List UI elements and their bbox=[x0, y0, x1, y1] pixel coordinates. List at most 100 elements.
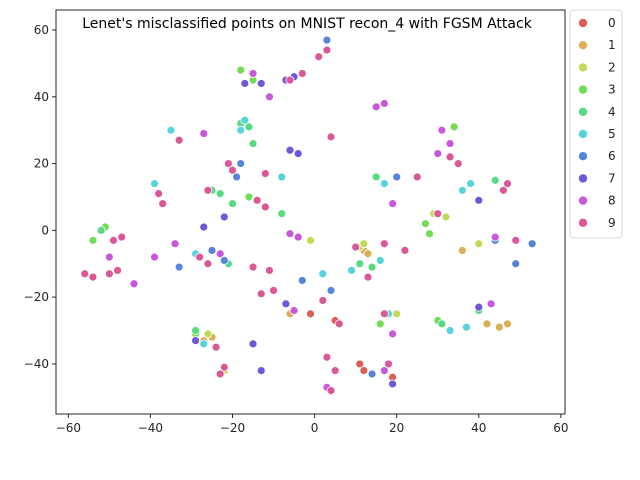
point-class-9 bbox=[363, 272, 373, 282]
point-class-5 bbox=[318, 269, 328, 279]
y-tick-label: 60 bbox=[34, 23, 49, 37]
point-class-9 bbox=[334, 319, 344, 329]
point-class-8 bbox=[486, 299, 496, 309]
point-class-8 bbox=[285, 229, 295, 239]
point-class-4 bbox=[248, 139, 258, 148]
legend-label: 4 bbox=[608, 105, 616, 119]
point-class-9 bbox=[326, 386, 336, 396]
point-class-9 bbox=[400, 245, 410, 255]
point-class-9 bbox=[330, 366, 340, 375]
legend: 0 1 2 3 4 5 6 7 8 9 bbox=[569, 9, 623, 239]
point-class-1 bbox=[457, 245, 467, 255]
point-class-8 bbox=[490, 232, 500, 242]
point-class-9 bbox=[384, 359, 393, 369]
point-class-8 bbox=[289, 306, 299, 315]
point-class-9 bbox=[503, 179, 512, 189]
point-class-9 bbox=[445, 152, 455, 162]
point-class-9 bbox=[113, 266, 122, 275]
point-class-7 bbox=[199, 222, 209, 232]
legend-marker bbox=[578, 196, 588, 205]
point-class-5 bbox=[150, 179, 159, 189]
point-class-7 bbox=[248, 339, 258, 349]
legend-label: 2 bbox=[608, 60, 616, 74]
point-class-9 bbox=[260, 202, 270, 212]
point-class-9 bbox=[174, 135, 184, 145]
point-class-8 bbox=[293, 232, 303, 242]
point-class-2 bbox=[203, 329, 213, 339]
point-class-8 bbox=[199, 129, 209, 138]
point-class-6 bbox=[527, 239, 537, 249]
point-class-1 bbox=[494, 322, 504, 332]
point-class-8 bbox=[170, 239, 180, 249]
point-class-9 bbox=[433, 209, 443, 219]
point-class-9 bbox=[248, 262, 258, 272]
point-class-8 bbox=[388, 329, 397, 339]
point-class-8 bbox=[379, 366, 389, 375]
point-class-9 bbox=[219, 362, 229, 372]
point-class-8 bbox=[371, 102, 381, 112]
legend-marker bbox=[578, 174, 588, 183]
point-class-5 bbox=[277, 172, 287, 182]
legend-label: 6 bbox=[608, 149, 616, 163]
point-class-0 bbox=[306, 309, 315, 319]
point-class-7 bbox=[474, 195, 484, 205]
point-class-9 bbox=[322, 45, 332, 55]
point-class-9 bbox=[379, 309, 389, 319]
legend-label: 5 bbox=[608, 127, 616, 141]
point-class-5 bbox=[457, 185, 467, 195]
point-class-1 bbox=[482, 319, 492, 329]
point-class-2 bbox=[474, 239, 484, 249]
point-class-9 bbox=[104, 269, 114, 279]
point-class-6 bbox=[322, 35, 332, 45]
point-class-9 bbox=[260, 169, 270, 179]
point-class-8 bbox=[248, 69, 258, 78]
point-class-9 bbox=[228, 165, 237, 175]
point-class-4 bbox=[367, 262, 377, 272]
legend-marker bbox=[578, 85, 588, 94]
point-class-3 bbox=[421, 219, 430, 229]
point-class-2 bbox=[392, 309, 402, 319]
point-class-4 bbox=[228, 199, 237, 209]
point-class-9 bbox=[215, 369, 225, 379]
y-tick-label: 20 bbox=[34, 157, 49, 171]
point-class-9 bbox=[203, 185, 213, 195]
point-class-7 bbox=[191, 336, 200, 345]
point-class-3 bbox=[88, 235, 98, 245]
point-class-4 bbox=[490, 175, 500, 185]
point-class-4 bbox=[191, 326, 200, 335]
point-class-9 bbox=[499, 185, 508, 195]
legend-marker bbox=[578, 107, 588, 117]
point-class-2 bbox=[359, 239, 369, 249]
point-class-4 bbox=[215, 189, 225, 199]
point-class-5 bbox=[466, 179, 475, 189]
point-class-9 bbox=[379, 239, 389, 249]
point-class-9 bbox=[256, 289, 266, 299]
x-tick-label: 40 bbox=[471, 421, 486, 435]
point-class-9 bbox=[511, 235, 521, 245]
point-class-7 bbox=[474, 302, 484, 312]
point-class-4 bbox=[355, 259, 365, 269]
legend-label: 1 bbox=[608, 38, 616, 52]
point-class-7 bbox=[281, 299, 291, 309]
point-class-3 bbox=[375, 319, 385, 329]
legend-marker bbox=[578, 41, 588, 50]
point-class-8 bbox=[445, 139, 455, 148]
y-tick-label: −40 bbox=[24, 357, 49, 371]
x-tick-label: 0 bbox=[311, 421, 319, 435]
y-tick-label: 0 bbox=[41, 223, 49, 237]
point-class-4 bbox=[277, 209, 287, 219]
point-class-5 bbox=[240, 115, 250, 125]
x-tick-label: −40 bbox=[138, 421, 163, 435]
point-class-9 bbox=[224, 159, 233, 168]
legend-label: 3 bbox=[608, 83, 616, 97]
x-tick-label: −60 bbox=[56, 421, 81, 435]
point-class-6 bbox=[326, 286, 336, 295]
legend-marker bbox=[578, 18, 588, 28]
point-class-5 bbox=[462, 322, 471, 332]
point-class-9 bbox=[269, 286, 278, 295]
point-class-9 bbox=[211, 342, 221, 352]
point-class-9 bbox=[109, 235, 118, 245]
point-class-9 bbox=[297, 69, 307, 78]
point-class-9 bbox=[314, 52, 324, 62]
